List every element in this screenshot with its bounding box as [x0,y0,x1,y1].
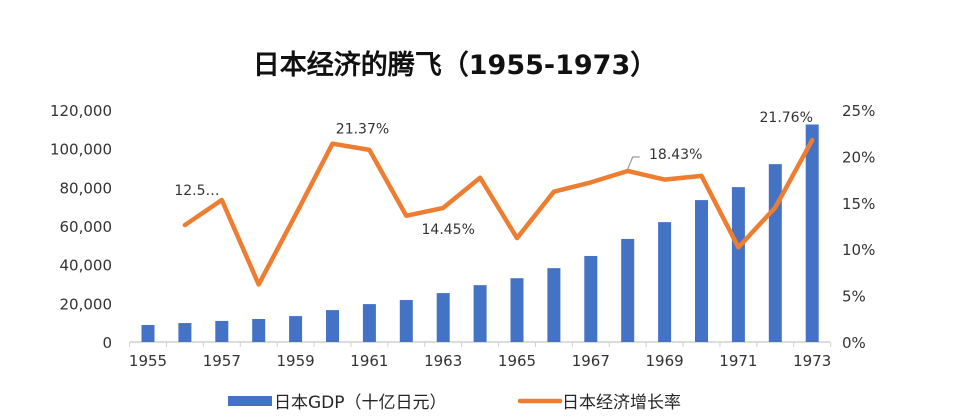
x-axis-tick: 1957 [203,352,241,370]
right-axis-tick: 10% [842,241,875,259]
left-axis-tick: 60,000 [60,218,113,236]
gdp-bar [547,268,561,342]
right-axis-tick: 0% [842,334,866,352]
x-axis: 1955 1957 1959 1961 1963 1965 1967 1969 1971 1973 [129,342,831,370]
legend: 日本GDP（十亿日元） 日本经济增长率 [228,393,681,413]
gdp-bar [731,187,745,342]
x-axis-tick: 1969 [646,352,684,370]
gdp-bar [362,304,376,342]
left-y-axis: 0 20,000 40,000 60,000 80,000 100,000 120,000 [50,102,112,352]
gdp-bar [510,278,524,342]
right-axis-tick: 5% [842,288,866,306]
gdp-bar [473,285,487,342]
x-axis-tick: 1967 [572,352,610,370]
gdp-bar [399,300,413,342]
left-axis-tick: 120,000 [50,102,112,120]
legend-gdp-swatch [228,396,272,406]
left-axis-tick: 100,000 [50,141,112,159]
data-label: 21.76% [760,110,813,126]
gdp-bar [215,320,229,342]
right-axis-tick: 15% [842,195,875,213]
x-axis-tick: 1965 [498,352,536,370]
data-label: 18.43% [649,147,702,163]
gdp-bar [584,255,598,342]
leader-line [627,156,640,170]
left-axis-tick: 40,000 [60,257,113,275]
data-labels: 12.5… 21.37% 14.45% 18.43% 21.76% [174,110,813,238]
gdp-bar [695,200,708,342]
data-label: 14.45% [422,222,475,238]
x-axis-tick: 1961 [350,352,388,370]
x-axis-tick: 1973 [793,352,831,370]
data-label: 12.5… [174,183,219,199]
gdp-bar [289,316,303,342]
gdp-bar [768,164,782,342]
x-axis-tick: 1955 [129,352,167,370]
right-axis-tick: 25% [842,102,875,120]
legend-growth-label: 日本经济增长率 [562,393,681,413]
gdp-bar [658,222,672,342]
gdp-bar [178,323,192,342]
x-axis-tick: 1971 [719,352,757,370]
right-axis-tick: 20% [842,148,875,166]
gdp-bars [141,124,819,342]
gdp-bar [326,310,339,342]
gdp-bar [436,293,450,342]
gdp-bar [252,318,266,342]
chart-title: 日本经济的腾飞（1955-1973） [253,49,658,81]
gdp-bar [805,124,819,342]
left-axis-tick: 80,000 [60,179,113,197]
right-y-axis: 0% 5% 10% 15% 20% 25% [842,102,875,352]
x-axis-tick: 1959 [277,352,315,370]
x-axis-tick: 1963 [424,352,462,370]
left-axis-tick: 20,000 [60,295,113,313]
legend-gdp-label: 日本GDP（十亿日元） [274,393,447,413]
gdp-bar [141,324,155,342]
gdp-bar [621,238,635,342]
data-label: 21.37% [336,122,389,138]
left-axis-tick: 0 [102,334,112,352]
growth-rate-line [182,137,815,287]
